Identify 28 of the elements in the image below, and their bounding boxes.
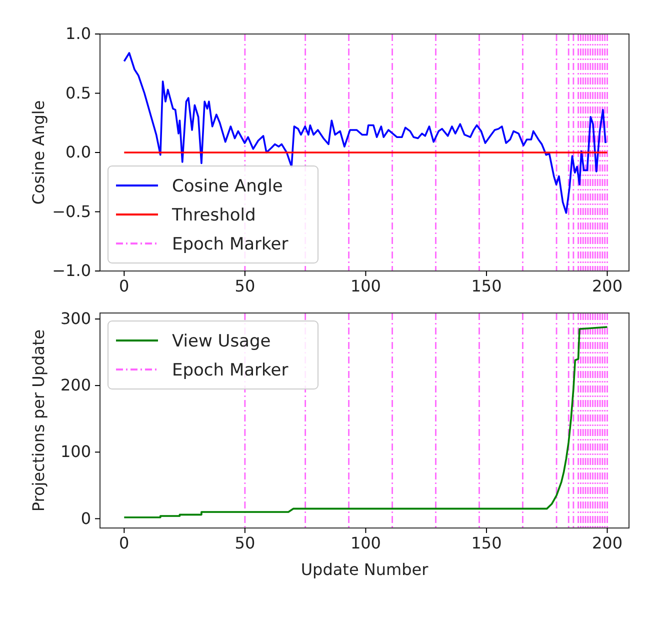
ref-line-label: Epoch Marker	[172, 234, 288, 254]
x-tick-label: 200	[592, 533, 623, 552]
y-tick-label: 0.5	[66, 83, 91, 102]
x-tick-label: 50	[234, 533, 256, 552]
y-tick-label: 1.0	[66, 24, 91, 44]
y-tick-label: 300	[60, 309, 91, 328]
legend-label: Cosine Angle	[172, 176, 283, 196]
y-tick-label: 0.0	[66, 142, 91, 162]
x-tick-label: 100	[350, 533, 381, 552]
y-tick-label: 0	[80, 508, 91, 528]
legend-label: View Usage	[172, 332, 271, 352]
x-tick-label: 150	[471, 276, 502, 296]
y-tick-label: 200	[60, 376, 91, 395]
y-tick-label: 100	[60, 442, 91, 462]
y-axis-title: Projections per Update	[29, 329, 48, 512]
x-tick-label: 200	[592, 276, 623, 296]
legend-label: Threshold	[171, 206, 256, 226]
x-tick-label: 50	[234, 276, 256, 296]
x-axis-title: Update Number	[300, 560, 429, 579]
y-tick-label: −0.5	[52, 202, 91, 221]
line-series	[123, 326, 608, 518]
x-tick-label: 100	[350, 276, 381, 296]
x-tick-label: 150	[471, 533, 502, 552]
y-axis-title: Cosine Angle	[29, 100, 48, 205]
y-tick-label: −1.0	[52, 261, 91, 280]
x-tick-label: 0	[119, 276, 130, 296]
ref-line-label: Epoch Marker	[172, 360, 288, 380]
x-tick-label: 0	[119, 533, 130, 552]
